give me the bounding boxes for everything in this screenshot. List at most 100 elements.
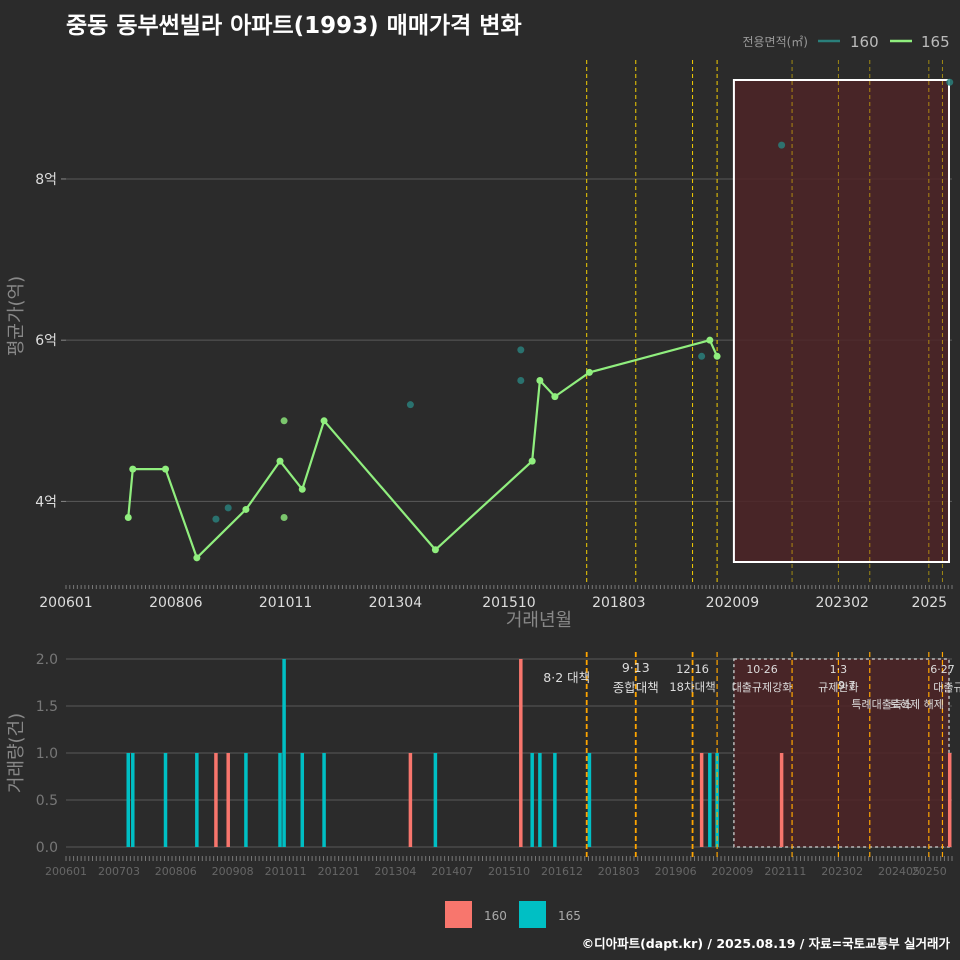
y-tick-label: 1.5 bbox=[36, 699, 58, 715]
point-160 bbox=[224, 504, 232, 512]
legend-swatch-160 bbox=[445, 901, 472, 928]
x-tick-label: 20250 bbox=[912, 865, 947, 878]
x-tick-label: 201906 bbox=[655, 865, 697, 878]
point-165 bbox=[193, 554, 201, 562]
bar-160 bbox=[779, 753, 784, 847]
x-tick-label: 202111 bbox=[764, 865, 806, 878]
bar-165 bbox=[126, 753, 130, 847]
legend-swatch-165 bbox=[519, 901, 546, 928]
point-160 bbox=[517, 346, 525, 354]
bar-165 bbox=[195, 753, 199, 847]
x-tick-label: 201304 bbox=[369, 595, 423, 611]
x-tick-label: 202302 bbox=[815, 595, 868, 611]
highlight-region bbox=[732, 79, 951, 563]
x-tick-label: 200601 bbox=[45, 865, 87, 878]
point-165 bbox=[242, 505, 250, 513]
bar-165 bbox=[433, 753, 438, 847]
x-tick-label: 202009 bbox=[711, 865, 753, 878]
point-165 bbox=[280, 514, 288, 522]
x-tick-label: 200806 bbox=[155, 865, 197, 878]
legend-label-160: 160 bbox=[850, 33, 879, 51]
point-165 bbox=[280, 417, 288, 425]
x-tick-label: 201201 bbox=[318, 865, 360, 878]
x-tick-label: 202009 bbox=[706, 595, 759, 611]
chart-title: 중동 동부썬빌라 아파트(1993) 매매가격 변화 bbox=[66, 13, 522, 39]
x-tick-label: 201011 bbox=[265, 865, 307, 878]
y-tick-label: 0.0 bbox=[36, 840, 58, 856]
x-tick-label: 200601 bbox=[39, 595, 92, 611]
policy-date: 12·16 bbox=[676, 662, 709, 676]
policy-date: 10·26 bbox=[746, 663, 778, 676]
legend-title: 전용면적(㎡) bbox=[742, 35, 808, 49]
highlight-region bbox=[733, 658, 950, 848]
point-160 bbox=[212, 515, 220, 523]
legend-label-165: 165 bbox=[921, 33, 950, 51]
policy-date: 9·13 bbox=[622, 660, 650, 675]
bar-165 bbox=[131, 753, 135, 847]
point-160 bbox=[946, 78, 954, 86]
bar-160 bbox=[226, 753, 230, 847]
bar-160 bbox=[947, 753, 952, 847]
policy-name: 대출규 bbox=[933, 681, 960, 694]
policy-date: 1·3 bbox=[830, 663, 848, 676]
y-tick-label: 0.5 bbox=[36, 793, 58, 809]
point-165 bbox=[320, 417, 328, 425]
bar-160 bbox=[699, 753, 704, 847]
point-165 bbox=[124, 514, 132, 522]
bar-160 bbox=[519, 659, 523, 847]
bar-165 bbox=[300, 753, 305, 847]
point-165 bbox=[129, 465, 137, 473]
x-tick-label: 201510 bbox=[482, 595, 535, 611]
bar-165 bbox=[553, 753, 557, 847]
x-tick-label: 200806 bbox=[149, 595, 203, 611]
bar-165 bbox=[244, 753, 248, 847]
x-tick-label: 201612 bbox=[541, 865, 583, 878]
point-165 bbox=[276, 457, 284, 465]
x-tick-label: 201510 bbox=[488, 865, 530, 878]
bar-165 bbox=[282, 659, 286, 847]
y-axis-title: 평균가(억) bbox=[6, 276, 27, 356]
point-165 bbox=[528, 457, 536, 465]
x-tick-label: 201304 bbox=[374, 865, 416, 878]
policy-date: 6·27 bbox=[930, 663, 955, 676]
x-tick-label: 200908 bbox=[212, 865, 254, 878]
x-tick-label: 201011 bbox=[259, 595, 312, 611]
bar-160 bbox=[408, 753, 413, 847]
x-tick-label: 201803 bbox=[598, 865, 640, 878]
x-tick-label: 2025 bbox=[911, 595, 947, 611]
bar-165 bbox=[530, 753, 534, 847]
bar-165 bbox=[587, 753, 592, 847]
bar-160 bbox=[214, 753, 218, 847]
x-tick-label: 202302 bbox=[821, 865, 863, 878]
legend-label-160: 160 bbox=[484, 909, 507, 923]
policy-name: 종합대책 bbox=[613, 680, 659, 695]
y-tick-label: 8억 bbox=[35, 172, 57, 188]
policy-label: 8·2 대책 bbox=[543, 670, 590, 685]
point-165 bbox=[551, 393, 559, 401]
y-tick-label: 4억 bbox=[35, 494, 57, 510]
bar-165 bbox=[322, 753, 326, 847]
legend-label-165: 165 bbox=[558, 909, 581, 923]
bar-165 bbox=[538, 753, 542, 847]
footer-credit: ©디아파트(dapt.kr) / 2025.08.19 / 자료=국토교통부 실… bbox=[581, 936, 950, 951]
point-160 bbox=[698, 352, 706, 360]
x-axis-title: 거래년월 bbox=[506, 610, 572, 631]
policy-name: 18차대책 bbox=[669, 680, 715, 694]
point-165 bbox=[298, 485, 306, 493]
y-tick-label: 2.0 bbox=[36, 652, 58, 668]
x-tick-label: 202405 bbox=[878, 865, 920, 878]
point-165 bbox=[713, 352, 721, 360]
policy-name: 토허제 해제 bbox=[890, 697, 944, 711]
x-tick-label: 200703 bbox=[98, 865, 140, 878]
point-165 bbox=[431, 546, 439, 554]
x-tick-label: 201803 bbox=[592, 595, 645, 611]
point-160 bbox=[778, 141, 786, 149]
policy-name: 규제완화 bbox=[818, 681, 858, 694]
point-165 bbox=[162, 465, 170, 473]
point-165 bbox=[536, 376, 544, 384]
policy-date: 9·7 bbox=[838, 679, 856, 692]
y-tick-label: 1.0 bbox=[36, 746, 58, 762]
bar-165 bbox=[278, 753, 282, 847]
bar-165 bbox=[708, 753, 712, 847]
